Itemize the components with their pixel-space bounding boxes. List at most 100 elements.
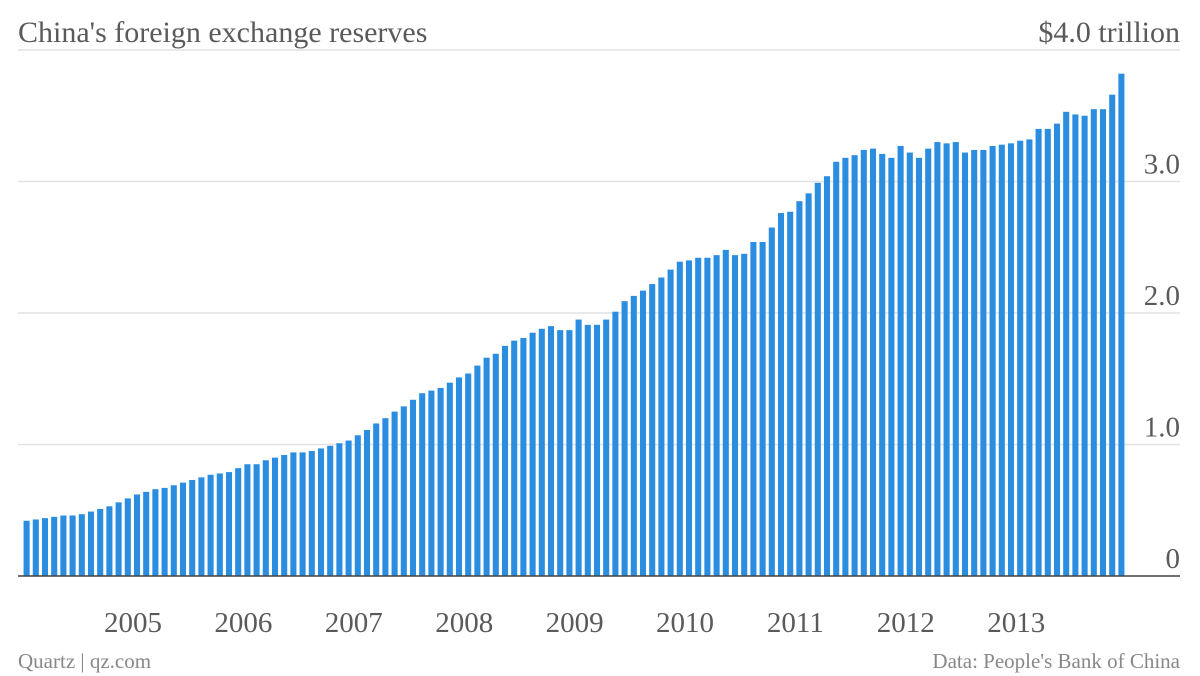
bar (943, 143, 950, 577)
y-tick-label: 2.0 (1144, 280, 1180, 312)
bar (78, 514, 85, 576)
bar (639, 290, 647, 576)
bar (621, 301, 628, 576)
bar (833, 161, 840, 576)
bar (336, 443, 343, 576)
bar (1090, 109, 1097, 577)
bar (465, 373, 472, 576)
bar (419, 393, 426, 576)
x-tick-label: 2012 (877, 607, 935, 639)
bar (557, 330, 564, 576)
x-tick-label: 2008 (435, 607, 493, 639)
bar (409, 399, 417, 576)
x-tick-label: 2013 (987, 607, 1045, 639)
bar (685, 260, 693, 576)
bar (216, 473, 223, 576)
bar (317, 448, 325, 576)
bar (60, 515, 67, 576)
bar (823, 176, 831, 577)
bar (1063, 111, 1070, 577)
bar (980, 149, 987, 576)
bar (741, 253, 748, 576)
bar (1053, 123, 1061, 576)
bar (906, 152, 913, 576)
bar (1017, 140, 1024, 577)
bar (428, 390, 435, 576)
bar (796, 201, 803, 576)
bar (879, 153, 886, 576)
bar (667, 269, 674, 576)
bar (492, 353, 499, 576)
bar (437, 387, 444, 576)
bar (391, 411, 398, 576)
bar (483, 357, 490, 576)
bar (23, 520, 30, 576)
bar (308, 451, 315, 576)
bar (262, 460, 269, 576)
bar (915, 157, 923, 576)
x-tick-label: 2009 (546, 607, 604, 639)
bar (1035, 128, 1042, 576)
x-tick-label: 2010 (656, 607, 714, 639)
y-tick-label: 0 (1166, 543, 1181, 575)
bar (777, 213, 785, 576)
bar (759, 241, 766, 577)
bar (1072, 114, 1079, 576)
bar (474, 365, 481, 576)
bar (69, 515, 76, 576)
bar (345, 440, 352, 576)
bar (731, 255, 739, 576)
bar (179, 482, 187, 576)
bar (1109, 94, 1116, 577)
bar (400, 406, 407, 576)
bar (382, 418, 389, 576)
bar (41, 518, 49, 576)
bar (511, 340, 518, 576)
bar (584, 324, 591, 576)
y-tick-label: $4.0 trillion (1038, 16, 1180, 49)
bar (290, 452, 297, 576)
bar (170, 485, 177, 576)
bar (87, 511, 95, 576)
bar (998, 144, 1005, 576)
bar (722, 249, 729, 576)
bar (281, 455, 288, 576)
bar (133, 494, 141, 576)
bar (97, 508, 104, 576)
bar (198, 477, 205, 576)
bar (1044, 128, 1051, 576)
bar (235, 468, 242, 576)
bar (603, 319, 610, 576)
bar (575, 319, 582, 576)
x-tick-label: 2005 (104, 607, 162, 639)
bar (971, 149, 978, 576)
bar (1026, 139, 1033, 577)
bar (989, 145, 996, 576)
bar (750, 241, 757, 577)
bar (32, 519, 39, 576)
bar (455, 377, 463, 576)
bar (446, 382, 453, 576)
bar (189, 480, 196, 576)
bar (327, 445, 334, 576)
bar (658, 277, 665, 576)
bar (897, 145, 904, 576)
bar (299, 452, 306, 576)
bar (124, 498, 131, 576)
bar (538, 328, 545, 576)
bar (51, 516, 58, 576)
bar (1099, 109, 1107, 577)
bar (115, 502, 122, 576)
bar (787, 211, 794, 576)
bar (925, 148, 932, 576)
bar (207, 474, 214, 576)
x-tick-label: 2006 (214, 607, 272, 639)
credit: Quartz | qz.com (18, 649, 151, 673)
bar (612, 311, 619, 576)
bar (354, 435, 361, 576)
bar (1118, 73, 1125, 577)
bar (593, 324, 601, 576)
bar (676, 261, 683, 576)
chart-title: China's foreign exchange reserves (18, 16, 427, 49)
bar (529, 332, 536, 576)
